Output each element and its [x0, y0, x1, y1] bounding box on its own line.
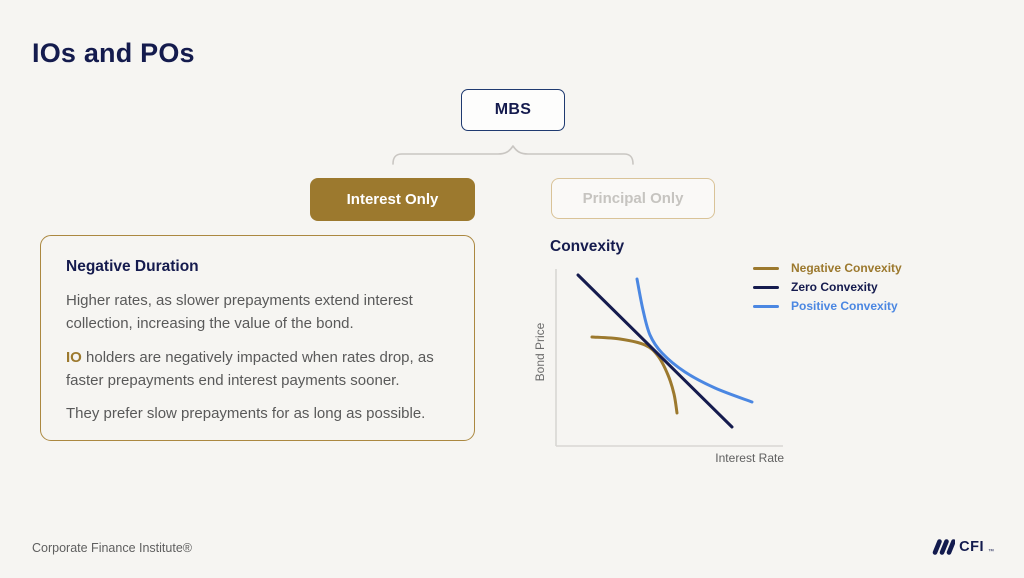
interest-only-button[interactable]: Interest Only [310, 178, 475, 221]
legend-label: Positive Convexity [791, 299, 898, 313]
curve-zero-convexity [576, 273, 734, 429]
chart-title: Convexity [550, 238, 625, 255]
legend-swatch-zero-convexity [753, 285, 779, 289]
card-para-1: Higher rates, as slower prepayments exte… [66, 292, 413, 333]
brace-path [392, 145, 634, 165]
card-para-2-text: holders are negatively impacted when rat… [66, 348, 434, 389]
legend-item: Positive Convexity [753, 299, 902, 313]
cfi-logo-bars-icon [932, 539, 956, 555]
chart-curves [576, 273, 754, 429]
curve-negative-convexity [590, 335, 679, 415]
cfi-trademark: ™ [988, 549, 994, 555]
chart-legend: Negative Convexity Zero Convexity Positi… [753, 261, 902, 313]
x-axis-label: Interest Rate [715, 451, 784, 465]
legend-swatch-negative-convexity [753, 266, 779, 270]
mbs-label: MBS [494, 101, 532, 118]
y-axis-label: Bond Price [533, 322, 547, 382]
cfi-logo-text: CFI [959, 539, 984, 555]
footer-text: Corporate Finance Institute® [32, 541, 192, 555]
mbs-node: MBS [461, 89, 565, 131]
chart-plot [555, 269, 783, 447]
principal-only-button[interactable]: Principal Only [551, 178, 715, 219]
negative-duration-card: Negative Duration Higher rates, as slowe… [40, 235, 475, 441]
legend-item: Zero Convexity [753, 280, 902, 294]
cfi-logo: CFI ™ [930, 537, 994, 557]
card-para-3: They prefer slow prepayments for as long… [66, 405, 426, 422]
card-heading: Negative Duration [66, 258, 199, 275]
page-title: IOs and POs [32, 38, 195, 68]
brace-connector [392, 145, 634, 165]
legend-label: Zero Convexity [791, 280, 878, 294]
principal-only-label: Principal Only [582, 190, 684, 207]
card-para-2: IO holders are negatively impacted when … [66, 346, 449, 393]
legend-swatch-positive-convexity [753, 304, 779, 308]
curve-positive-convexity [635, 277, 754, 404]
legend-label: Negative Convexity [791, 261, 902, 275]
interest-only-label: Interest Only [346, 191, 439, 208]
io-highlight: IO [66, 348, 82, 366]
legend-item: Negative Convexity [753, 261, 902, 275]
